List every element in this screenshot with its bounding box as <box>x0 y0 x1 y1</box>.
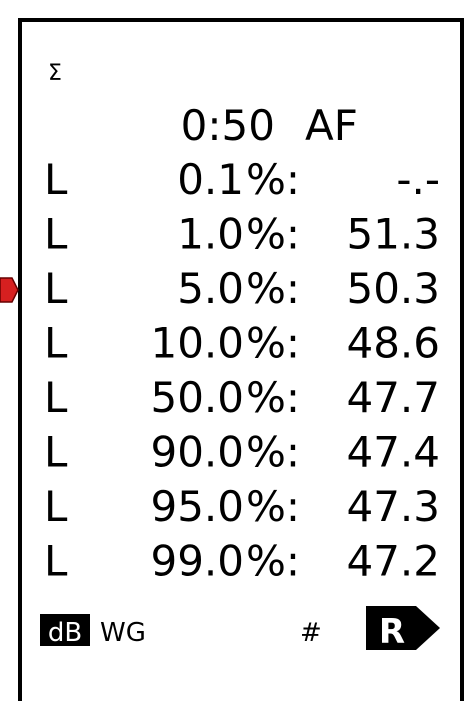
row-percent: 95.0 <box>150 482 244 531</box>
row-value: 51.3 <box>346 210 440 259</box>
unit-box <box>40 614 90 646</box>
row-value: 48.6 <box>346 319 440 368</box>
response-mode: AF <box>305 101 358 150</box>
row-percent: 0.1 <box>177 155 244 204</box>
row-prefix: L <box>44 264 68 313</box>
screen-frame <box>18 18 464 701</box>
row-suffix: %: <box>246 373 300 422</box>
row-suffix: %: <box>246 428 300 477</box>
selection-arrow <box>0 277 19 303</box>
row-value: 47.3 <box>346 482 440 531</box>
hash-indicator: # <box>300 618 322 648</box>
row-prefix: L <box>44 155 68 204</box>
row-value: 47.7 <box>346 373 440 422</box>
row-percent: 10.0 <box>150 319 244 368</box>
row-suffix: %: <box>246 319 300 368</box>
row-value: 47.4 <box>346 428 440 477</box>
row-suffix: %: <box>246 210 300 259</box>
run-indicator: R <box>379 612 405 652</box>
row-suffix: %: <box>246 537 300 586</box>
row-suffix: %: <box>246 482 300 531</box>
row-prefix: L <box>44 373 68 422</box>
weighting: WG <box>100 618 146 648</box>
row-percent: 90.0 <box>150 428 244 477</box>
elapsed-time: 0:50 <box>181 101 275 150</box>
row-value: -.- <box>396 155 440 204</box>
row-prefix: L <box>44 319 68 368</box>
row-suffix: %: <box>246 264 300 313</box>
run-indicator-box <box>366 606 440 650</box>
row-prefix: L <box>44 537 68 586</box>
unit: dB <box>48 618 82 648</box>
row-percent: 99.0 <box>150 537 244 586</box>
row-value: 50.3 <box>346 264 440 313</box>
row-prefix: L <box>44 428 68 477</box>
row-percent: 5.0 <box>177 264 244 313</box>
row-percent: 50.0 <box>150 373 244 422</box>
row-value: 47.2 <box>346 537 440 586</box>
row-prefix: L <box>44 482 68 531</box>
row-percent: 1.0 <box>177 210 244 259</box>
percentile-rows: L 0.1%: -.- L 1.0%: 51.3 L 5.0%: 50.3 L 10.0%: 48.6… <box>44 155 440 586</box>
sum-symbol: Σ <box>48 61 62 86</box>
row-prefix: L <box>44 210 68 259</box>
row-suffix: %: <box>246 155 300 204</box>
